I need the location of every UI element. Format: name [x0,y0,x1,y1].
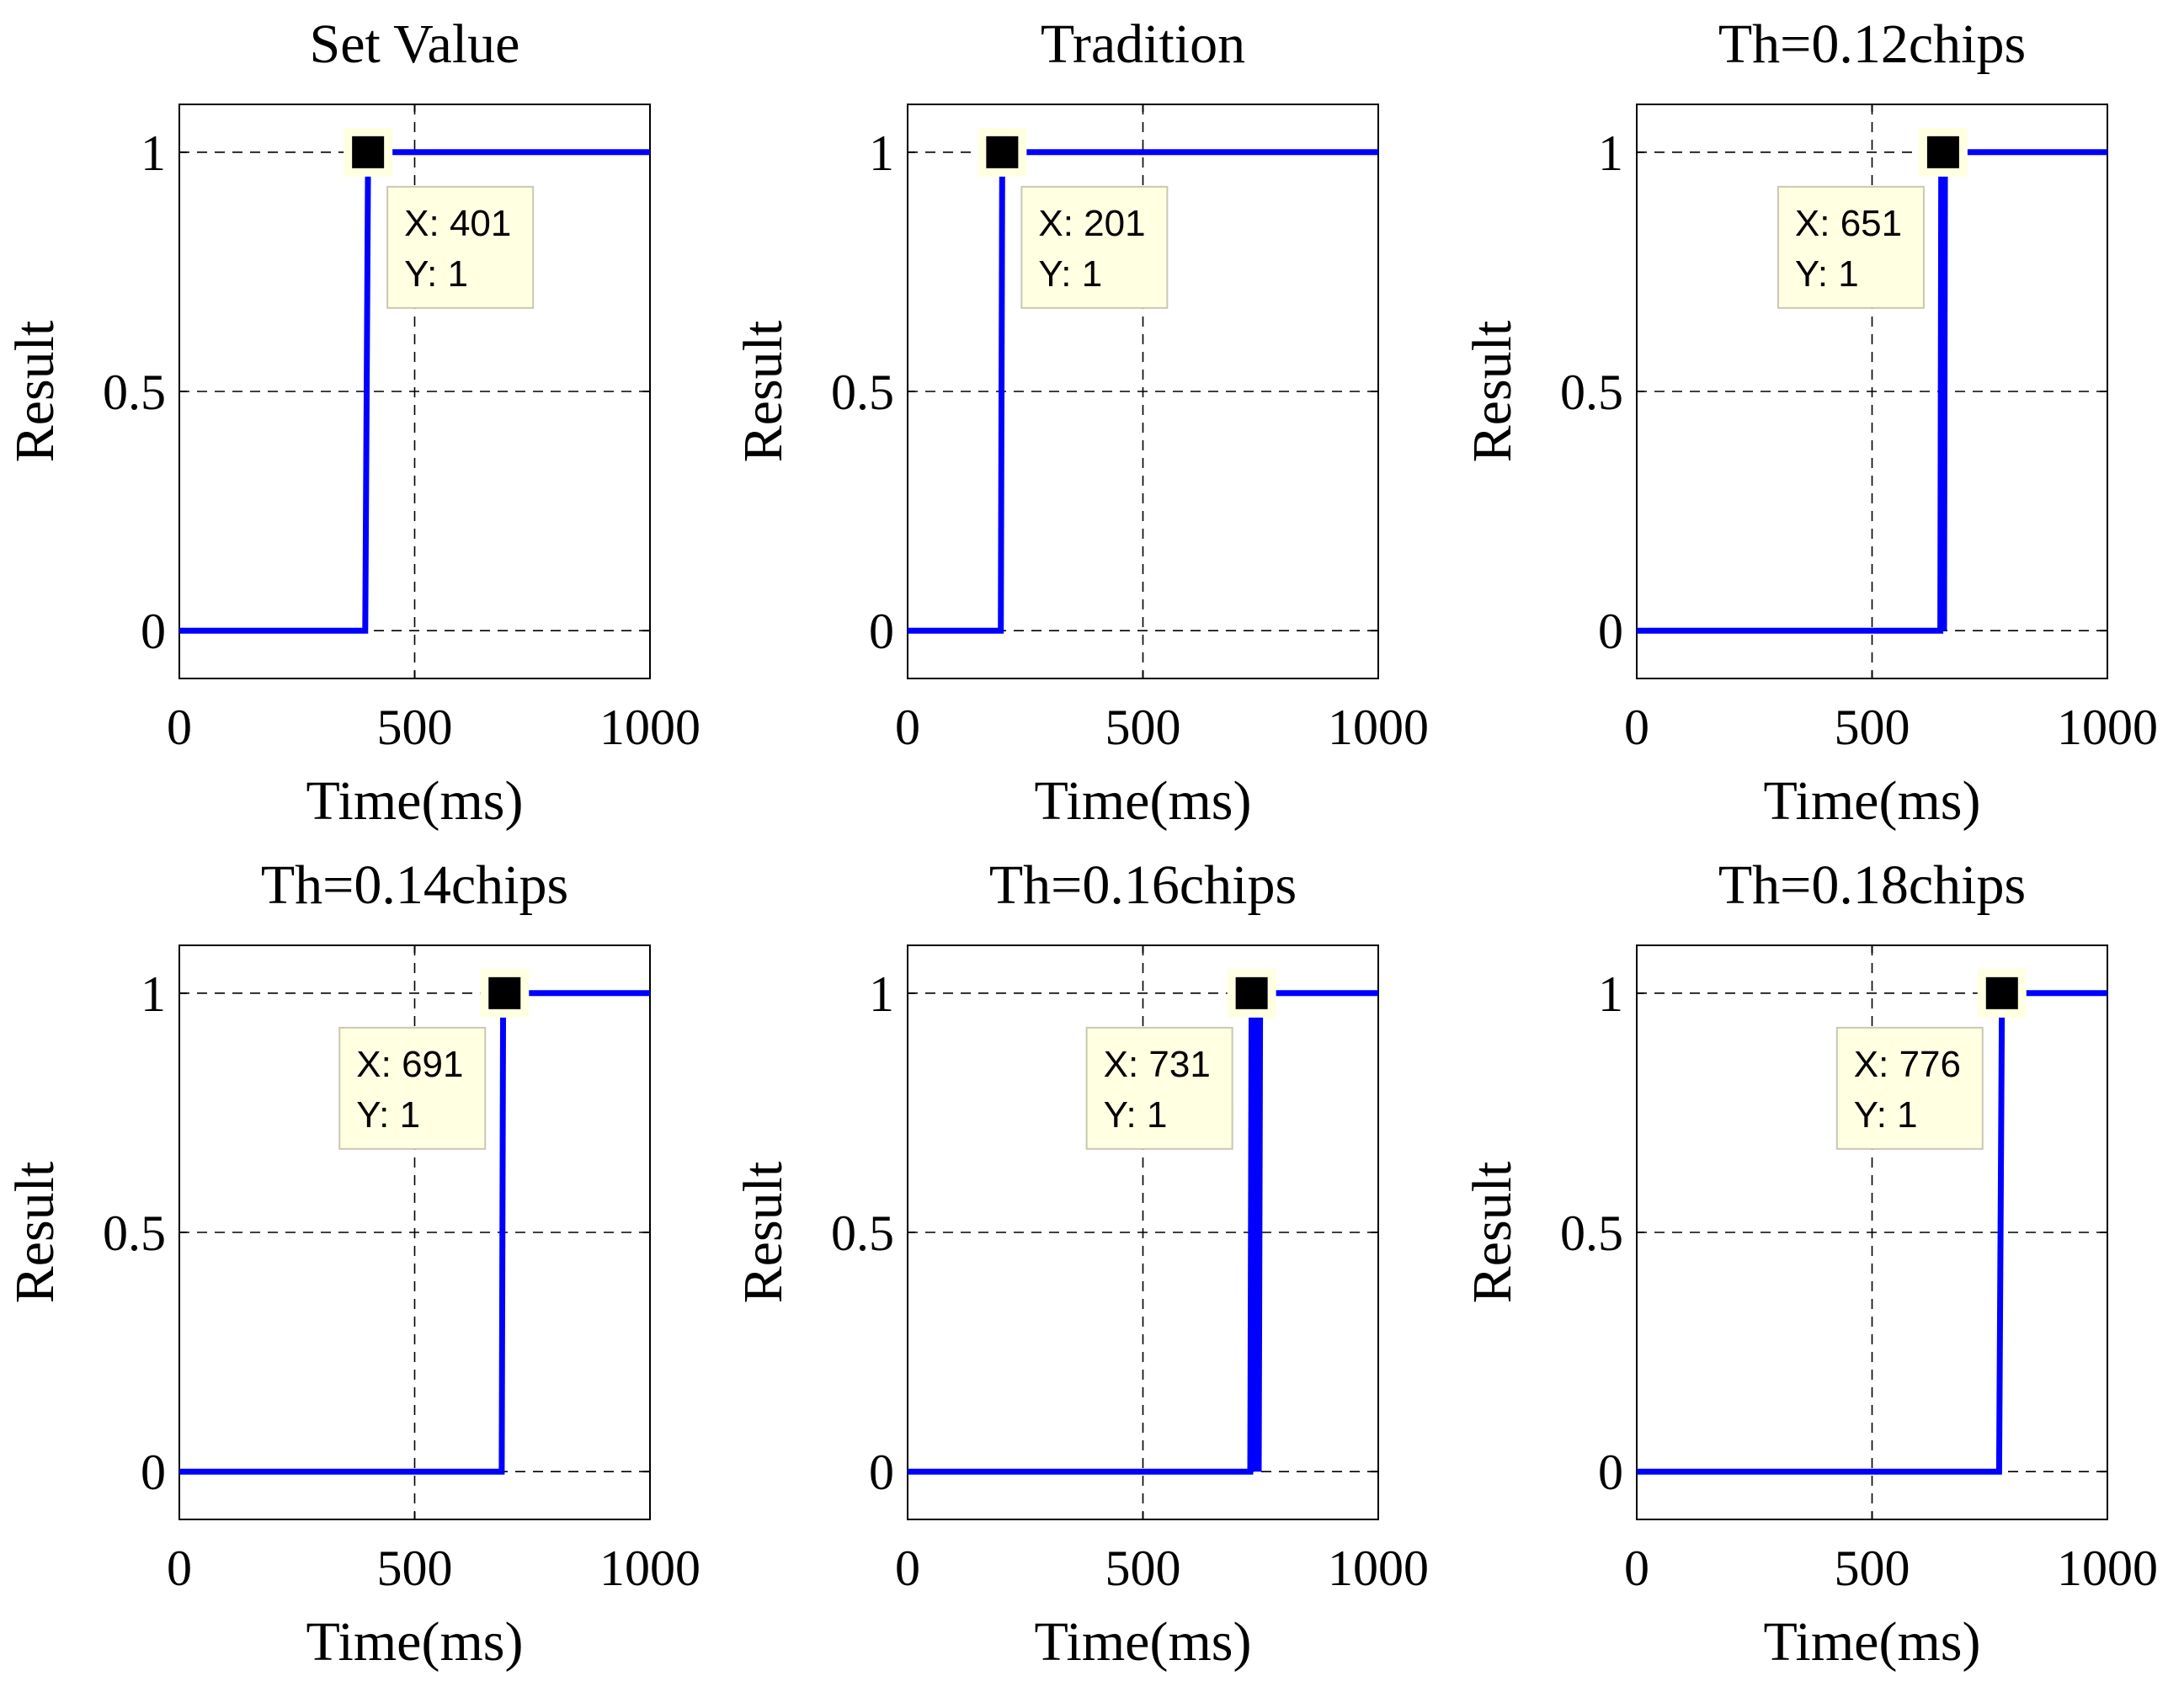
datatip-marker[interactable] [986,136,1019,168]
series-line [908,149,1378,634]
x-axis-label: Time(ms) [306,770,524,832]
datatip-box [338,1026,487,1150]
datatip-y-label: Y: 1 [404,253,468,295]
series-line [908,990,1378,1475]
series-line [179,149,650,634]
subplot-5: 0 500 1000 0 0.5 1 X: 731 Y: 1 Th=0.16chips Time(… [732,854,1429,1673]
x-tick-label: 0 [167,700,192,755]
chart-title: Th=0.18chips [1718,854,2026,916]
x-axis-label: Time(ms) [1035,1611,1252,1673]
datatip-x-label: X: 401 [404,203,511,244]
y-axis-label: Result [1462,321,1523,463]
x-tick-label: 1000 [2057,1540,2158,1596]
x-tick-label: 500 [377,1540,453,1596]
x-tick-label: 1000 [599,1540,700,1596]
subplot-3: 0 500 1000 0 0.5 1 X: 651 Y: 1 Th=0.12chips Time(… [1462,13,2158,832]
datatip-y-label: Y: 1 [1854,1094,1918,1136]
x-tick-label: 1000 [2057,700,2158,755]
y-tick-label: 0 [141,604,166,659]
chart-title: Th=0.14chips [261,854,568,916]
y-tick-label: 0 [141,1445,166,1500]
subplot-6: 0 500 1000 0 0.5 1 X: 776 Y: 1 Th=0.18chips Time(… [1462,854,2158,1673]
x-tick-label: 1000 [1328,1540,1429,1596]
y-tick-label: 0 [1598,604,1623,659]
datatip[interactable]: X: 776 Y: 1 [1835,968,2027,1150]
subplot-2: 0 500 1000 0 0.5 1 X: 201 Y: 1 Tradition Time(ms)… [732,13,1429,832]
x-tick-label: 500 [1105,1540,1181,1596]
datatip-marker[interactable] [1985,976,2018,1009]
datatip[interactable]: X: 651 Y: 1 [1776,127,1968,309]
chart-title: Th=0.16chips [989,854,1297,916]
x-tick-label: 0 [895,700,920,755]
datatip-y-label: Y: 1 [1795,253,1859,295]
datatip-x-label: X: 691 [356,1044,463,1085]
x-axis-label: Time(ms) [1764,770,1981,832]
y-tick-label: 0.5 [1560,1205,1623,1261]
x-tick-label: 500 [1835,700,1910,755]
y-axis-label: Result [732,1162,794,1304]
x-tick-label: 0 [1624,700,1649,755]
x-tick-label: 0 [167,1540,192,1596]
datatip-x-label: X: 776 [1854,1044,1961,1085]
datatip-marker[interactable] [488,976,521,1009]
datatip-y-label: Y: 1 [1038,253,1102,295]
y-tick-label: 0.5 [103,364,166,420]
subplot-4: 0 500 1000 0 0.5 1 X: 691 Y: 1 Th=0.14chips Time(… [4,854,700,1673]
y-tick-label: 1 [141,125,166,181]
datatip-marker[interactable] [1235,976,1268,1009]
series-line [1637,990,2107,1475]
y-axis-label: Result [4,321,66,463]
y-tick-label: 0 [869,604,894,659]
datatip-x-label: X: 651 [1795,203,1902,244]
y-tick-label: 0.5 [1560,364,1623,420]
x-tick-label: 1000 [1328,700,1429,755]
x-tick-label: 1000 [599,700,700,755]
datatip[interactable]: X: 691 Y: 1 [338,968,530,1150]
datatip-box [1085,1026,1233,1150]
x-tick-label: 500 [1835,1540,1910,1596]
x-tick-label: 0 [1624,1540,1649,1596]
datatip-x-label: X: 731 [1104,1044,1211,1085]
datatip-box [1835,1026,1984,1150]
chart-title: Th=0.12chips [1718,13,2026,75]
y-axis-label: Result [4,1162,66,1304]
y-tick-label: 1 [869,125,894,181]
y-tick-label: 0 [1598,1445,1623,1500]
datatip[interactable]: X: 401 Y: 1 [344,127,535,309]
subplot-1: 0 500 1000 0 0.5 1 X: 401 Y: 1 Set Value Time(ms)… [4,13,700,832]
x-axis-label: Time(ms) [1764,1611,1981,1673]
y-tick-label: 1 [1598,125,1623,181]
y-tick-label: 1 [141,966,166,1022]
datatip-y-label: Y: 1 [356,1094,420,1136]
x-axis-label: Time(ms) [306,1611,524,1673]
datatip-marker[interactable] [352,136,385,168]
datatip-marker[interactable] [1926,136,1959,168]
datatip-box [386,185,535,309]
x-tick-label: 0 [895,1540,920,1596]
x-tick-label: 500 [377,700,453,755]
y-tick-label: 0 [869,1445,894,1500]
chart-title: Set Value [310,13,520,75]
y-axis-label: Result [732,321,794,463]
datatip-box [1020,185,1169,309]
series-line [1637,149,2107,634]
x-tick-label: 500 [1105,700,1181,755]
y-tick-label: 0.5 [831,364,894,420]
y-tick-label: 1 [869,966,894,1022]
datatip-box [1776,185,1925,309]
datatip-x-label: X: 201 [1038,203,1145,244]
y-tick-label: 0.5 [831,1205,894,1261]
y-axis-label: Result [1462,1162,1523,1304]
chart-title: Tradition [1041,13,1245,75]
datatip[interactable]: X: 201 Y: 1 [977,127,1169,309]
x-axis-label: Time(ms) [1035,770,1252,832]
y-tick-label: 1 [1598,966,1623,1022]
datatip[interactable]: X: 731 Y: 1 [1085,968,1276,1150]
y-tick-label: 0.5 [103,1205,166,1261]
datatip-y-label: Y: 1 [1104,1094,1168,1136]
